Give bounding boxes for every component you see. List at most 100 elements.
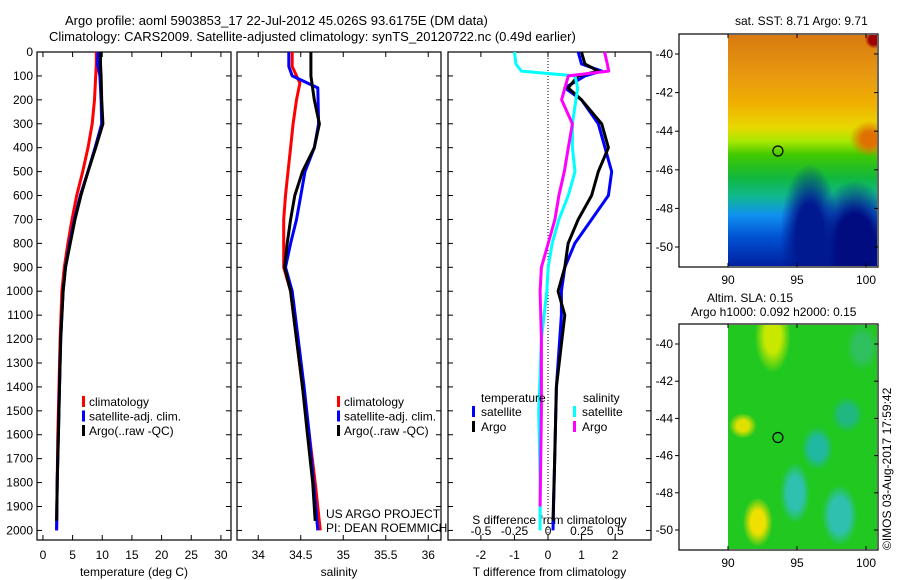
y-tick-label: 1900 [6, 500, 33, 514]
series-line-satellite-adj-clim- [284, 52, 321, 531]
x-tick-label: 25 [185, 548, 199, 562]
legend-swatch [573, 421, 576, 432]
map-y-tick-label: -46 [656, 449, 674, 463]
x-tick-label: 2 [612, 548, 619, 562]
argo-position-marker [772, 431, 784, 444]
s-diff-axis-label: S difference from climatology [472, 513, 627, 527]
x-tick-label: 34 [252, 548, 266, 562]
argo-position-marker [772, 145, 784, 157]
legend-swatch [472, 421, 475, 432]
s-diff-tick-label: -0.5 [471, 524, 492, 538]
y-tick-label: 700 [13, 212, 33, 226]
map-frame-1 [678, 33, 879, 268]
y-tick-label: 200 [13, 93, 33, 107]
legend-swatch [337, 396, 340, 407]
map-x-tick-label: 95 [790, 273, 804, 287]
legend-label: Argo [481, 420, 507, 434]
x-tick-label: 20 [155, 548, 169, 562]
x-axis-label: temperature (deg C) [80, 565, 188, 579]
map-y-tick-label: -46 [656, 163, 674, 177]
legend-label: satellite [481, 405, 522, 419]
sla-map-title-line2: Argo h1000: 0.092 h2000: 0.15 [691, 305, 857, 319]
project-annotation: US ARGO PROJECT [326, 507, 441, 521]
x-tick-label: 10 [96, 548, 110, 562]
y-tick-label: 600 [13, 189, 33, 203]
x-tick-label: 30 [214, 548, 228, 562]
legend-label: climatology [89, 395, 149, 409]
plot-title-line1: Argo profile: aoml 5903853_17 22-Jul-201… [65, 13, 488, 28]
x-tick-label: 0 [40, 548, 47, 562]
legend-swatch [337, 410, 340, 422]
y-tick-label: 500 [13, 165, 33, 179]
s-diff-tick-label: 0.25 [570, 524, 594, 538]
legend-swatch [573, 406, 576, 417]
x-tick-label: 35.5 [374, 548, 398, 562]
y-tick-label: 1100 [7, 308, 33, 322]
s-diff-tick-label: 0 [545, 524, 552, 538]
y-tick-label: 2000 [6, 523, 33, 537]
map-y-tick-label: -48 [656, 201, 674, 215]
legend-label: satellite-adj. clim. [89, 410, 181, 424]
x-tick-label: 15 [125, 548, 139, 562]
series-line-salinity-argo [538, 51, 611, 507]
y-tick-label: 1300 [6, 356, 33, 370]
legend-swatch [82, 425, 85, 436]
map-y-tick-label: -42 [656, 374, 674, 388]
y-tick-label: 900 [13, 260, 33, 274]
y-tick-label: 100 [13, 69, 33, 83]
map-frame-2 [678, 323, 879, 551]
s-diff-tick-label: -0.25 [501, 524, 529, 538]
y-tick-label: 1600 [6, 428, 33, 442]
legend-label: satellite [582, 405, 623, 419]
map-y-tick-label: -40 [656, 47, 674, 61]
map-y-tick-label: -44 [656, 411, 674, 425]
legend-swatch [337, 425, 340, 436]
legend-swatch [82, 396, 85, 407]
y-tick-label: 1500 [6, 404, 33, 418]
y-tick-label: 300 [13, 117, 33, 131]
sst-map-image [728, 35, 877, 266]
legend-swatch [472, 406, 475, 417]
x-tick-label: 0 [545, 548, 552, 562]
sst-map-title: sat. SST: 8.71 Argo: 9.71 [735, 14, 868, 28]
x-tick-label: 1 [578, 548, 585, 562]
map-y-tick-label: -40 [656, 337, 674, 351]
series-line-argo-raw-qc- [283, 52, 321, 521]
sla-map-title-line1: Altim. SLA: 0.15 [707, 291, 794, 305]
map-x-tick-label: 95 [790, 556, 804, 570]
map-y-tick-label: -44 [656, 124, 674, 138]
legend-swatch [82, 410, 85, 422]
y-tick-label: 400 [13, 141, 33, 155]
plot-frame-3 [447, 51, 652, 541]
y-tick-label: 1000 [6, 284, 33, 298]
map-x-tick-label: 100 [856, 273, 876, 287]
map-y-tick-label: -48 [656, 486, 674, 500]
y-tick-label: 0 [26, 45, 33, 59]
map-y-tick-label: -50 [656, 240, 674, 254]
y-tick-label: 1700 [6, 452, 33, 466]
plot-title-line2: Climatology: CARS2009. Satellite-adjuste… [49, 29, 576, 44]
series-line-salinity-satellite [513, 51, 580, 531]
x-tick-label: 36 [422, 548, 436, 562]
x-tick-label: -2 [476, 548, 487, 562]
x-tick-label: 35 [337, 548, 351, 562]
legend-header-salinity: salinity [583, 391, 620, 405]
x-tick-label: 34.5 [289, 548, 313, 562]
legend-header-temperature: temperature [481, 391, 546, 405]
plot-frame-2 [236, 51, 442, 541]
s-diff-tick-label: 0.5 [607, 524, 624, 538]
y-tick-label: 1800 [6, 476, 33, 490]
plot-frame-1 [36, 51, 232, 541]
sla-map-image [728, 325, 877, 549]
map-x-tick-label: 90 [721, 273, 735, 287]
y-tick-label: 1400 [6, 380, 33, 394]
y-tick-label: 800 [13, 236, 33, 250]
x-axis-label: T difference from climatology [473, 565, 627, 579]
x-tick-label: -1 [509, 548, 520, 562]
x-tick-label: 5 [69, 548, 76, 562]
x-axis-label: salinity [321, 565, 358, 579]
series-line-argo-raw-qc- [55, 52, 105, 521]
legend-label: Argo(..raw -QC) [89, 424, 174, 438]
map-y-tick-label: -50 [656, 523, 674, 537]
